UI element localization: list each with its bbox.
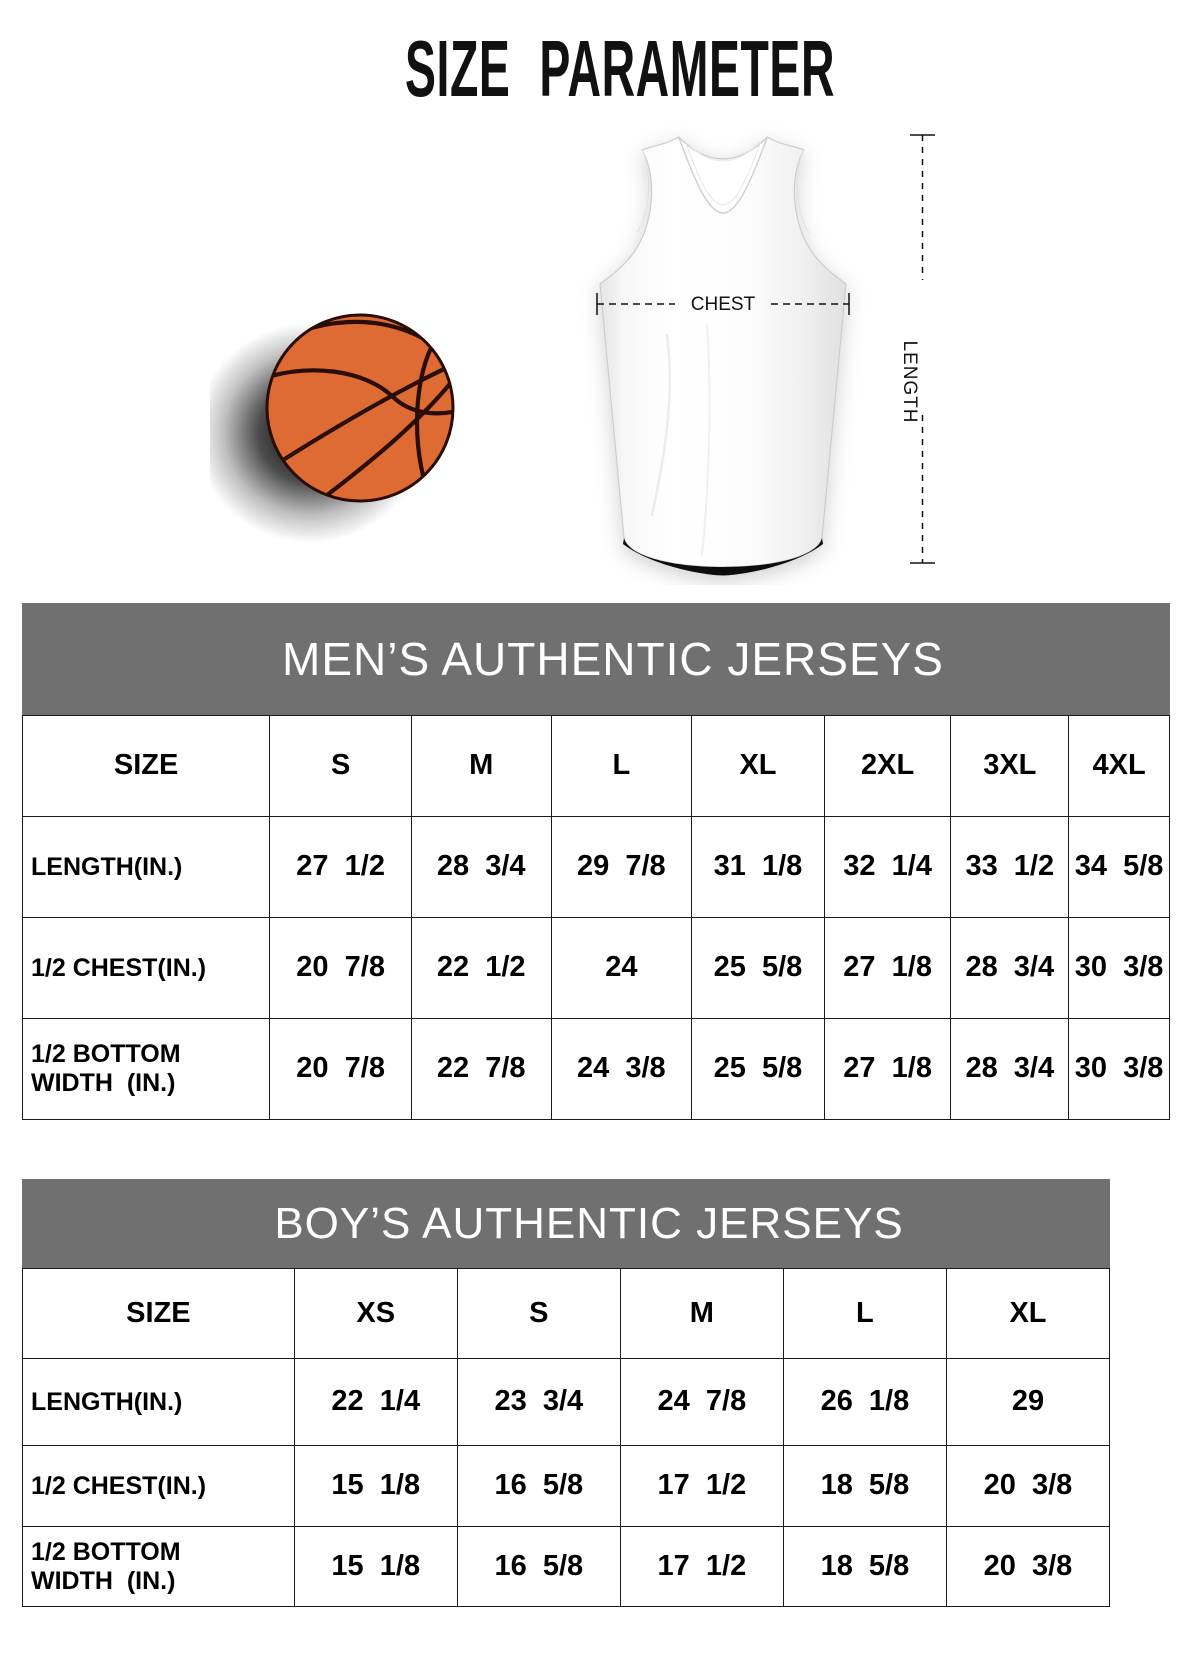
svg-text:CHEST: CHEST <box>691 294 756 315</box>
